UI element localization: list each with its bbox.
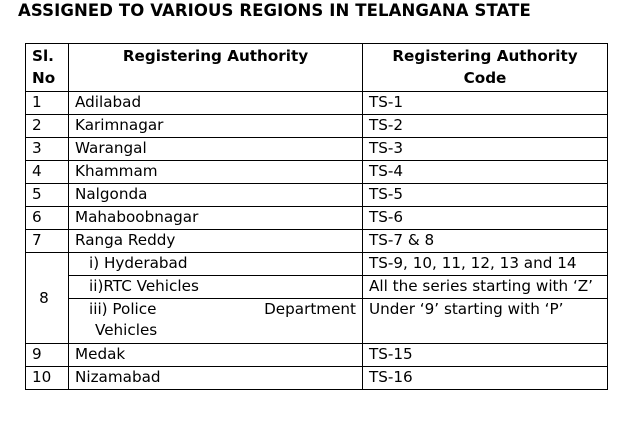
sl-no-cell: 9 <box>25 343 69 367</box>
table-row: 9 Medak TS-15 <box>25 343 608 367</box>
header-sl-no-line1: Sl. <box>32 47 54 65</box>
table-row: 6 Mahaboobnagar TS-6 <box>25 206 608 230</box>
header-registering-authority: Registering Authority <box>68 43 363 92</box>
table-row: 2 Karimnagar TS-2 <box>25 114 608 138</box>
sl-no-cell: 3 <box>25 137 69 161</box>
sl-no-cell: 6 <box>25 206 69 230</box>
police-label-part1: iii) Police <box>89 300 157 318</box>
table-row: 5 Nalgonda TS-5 <box>25 183 608 207</box>
table-row: 7 Ranga Reddy TS-7 & 8 <box>25 229 608 253</box>
code-cell: TS-5 <box>362 183 608 207</box>
sl-no-cell: 1 <box>25 91 69 115</box>
authority-cell: iii) Police Department Vehicles <box>68 298 363 344</box>
police-label-part2: Department <box>264 300 356 318</box>
table-row-8-police: iii) Police Department Vehicles Under ‘9… <box>26 298 608 344</box>
header-registering-authority-code: Registering Authority Code <box>362 43 608 92</box>
code-cell: All the series starting with ‘Z’ <box>362 275 608 299</box>
registering-authority-table: Sl. No Registering Authority Registering… <box>25 43 608 390</box>
code-cell: TS-3 <box>362 137 608 161</box>
header-sl-no: Sl. No <box>25 43 69 92</box>
page-heading: ASSIGNED TO VARIOUS REGIONS IN TELANGANA… <box>18 1 531 20</box>
police-line: iii) Police Department <box>75 299 356 320</box>
table-row-8-rtc: ii)RTC Vehicles All the series starting … <box>26 275 608 299</box>
authority-cell: Medak <box>68 343 363 367</box>
table-header-row: Sl. No Registering Authority Registering… <box>25 43 608 92</box>
authority-cell: Nalgonda <box>68 183 363 207</box>
authority-cell: Ranga Reddy <box>68 229 363 253</box>
authority-cell: Adilabad <box>68 91 363 115</box>
sl-no-cell: 5 <box>25 183 69 207</box>
authority-cell: Khammam <box>68 160 363 184</box>
code-cell: TS-15 <box>362 343 608 367</box>
code-cell: TS-6 <box>362 206 608 230</box>
authority-cell: ii)RTC Vehicles <box>68 275 363 299</box>
header-sl-no-line2: No <box>32 69 56 87</box>
code-cell: TS-9, 10, 11, 12, 13 and 14 <box>362 252 608 276</box>
authority-cell: Nizamabad <box>68 366 363 390</box>
sl-no-cell: 4 <box>25 160 69 184</box>
authority-sub-label: i) Hyderabad <box>89 254 188 272</box>
authority-cell: Warangal <box>68 137 363 161</box>
sl-no-cell-merged: 8 <box>25 252 69 344</box>
police-label-line2: Vehicles <box>95 321 158 339</box>
code-cell: TS-7 & 8 <box>362 229 608 253</box>
sl-no-cell: 2 <box>25 114 69 138</box>
authority-sub-label: ii)RTC Vehicles <box>89 277 199 295</box>
code-cell: Under ‘9’ starting with ‘P’ <box>362 298 608 344</box>
table-row: 4 Khammam TS-4 <box>25 160 608 184</box>
code-cell: TS-4 <box>362 160 608 184</box>
authority-cell: Mahaboobnagar <box>68 206 363 230</box>
table-row: 10 Nizamabad TS-16 <box>25 366 608 390</box>
code-cell: TS-1 <box>362 91 608 115</box>
table-row: 1 Adilabad TS-1 <box>25 91 608 115</box>
sl-no-cell: 10 <box>25 366 69 390</box>
table-row-8-hyderabad: 8 i) Hyderabad TS-9, 10, 11, 12, 13 and … <box>25 252 608 344</box>
authority-cell: i) Hyderabad <box>68 252 363 276</box>
sl-no-cell: 7 <box>25 229 69 253</box>
table-row: 3 Warangal TS-3 <box>25 137 608 161</box>
code-cell: TS-16 <box>362 366 608 390</box>
code-cell: TS-2 <box>362 114 608 138</box>
authority-cell: Karimnagar <box>68 114 363 138</box>
